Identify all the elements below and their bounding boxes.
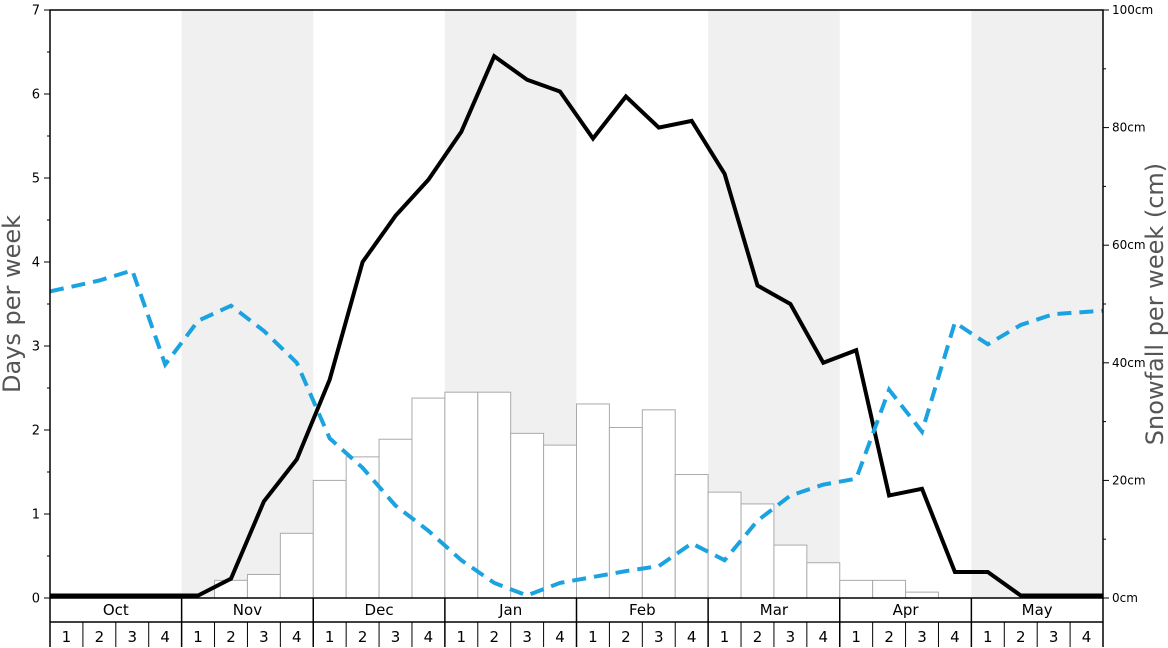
week-label: 4 xyxy=(424,628,434,646)
week-label: 3 xyxy=(259,628,269,646)
week-label: 2 xyxy=(753,628,763,646)
week-label: 4 xyxy=(555,628,565,646)
snowfall-bar xyxy=(576,403,610,599)
left-tick-label: 4 xyxy=(32,256,40,271)
solid-series-line xyxy=(50,53,1103,598)
right-tick-label: 20cm xyxy=(1112,473,1146,487)
week-label: 4 xyxy=(687,628,697,646)
left-tick-label: 2 xyxy=(32,424,40,439)
left-tick-label: 3 xyxy=(32,340,40,355)
left-tick-label: 7 xyxy=(32,4,40,19)
snowfall-bar xyxy=(872,579,907,599)
left-tick-label: 0 xyxy=(32,592,40,607)
right-tick-label: 40cm xyxy=(1112,356,1146,370)
week-label: 3 xyxy=(917,628,927,646)
snowfall-bar xyxy=(740,503,775,599)
month-label: Jan xyxy=(498,601,522,619)
week-label: 2 xyxy=(95,628,105,646)
left-axis: 0 1 2 3 4 5 6 7 xyxy=(32,4,50,607)
snowfall-bar xyxy=(543,444,577,599)
snowfall-bar xyxy=(477,391,512,599)
month-label: Oct xyxy=(103,601,129,619)
right-tick-label: 0cm xyxy=(1112,591,1138,605)
month-label: May xyxy=(1022,601,1053,619)
snowfall-bar xyxy=(345,456,380,599)
snowfall-bar xyxy=(246,573,281,599)
week-label: 3 xyxy=(1049,628,1059,646)
right-tick-label: 100cm xyxy=(1112,3,1153,17)
month-band-nov xyxy=(181,10,314,598)
week-label: 4 xyxy=(292,628,302,646)
week-label: 1 xyxy=(457,628,467,646)
dashed-series-line xyxy=(49,267,1104,598)
week-label: 1 xyxy=(588,628,598,646)
left-tick-label: 6 xyxy=(32,88,40,103)
month-label: Apr xyxy=(893,601,920,619)
right-axis-title: Snowfall per week (cm) xyxy=(1141,163,1168,445)
week-label: 4 xyxy=(160,628,170,646)
week-label: 2 xyxy=(884,628,894,646)
x-axis-table: Oct 1 2 3 4 Nov 1 2 3 4 Dec 1 2 3 4 Jan 1 2 3 4 Feb 1 2 3 4 Mar 1 2… xyxy=(49,598,1104,647)
week-label: 3 xyxy=(522,628,532,646)
week-label: 1 xyxy=(851,628,861,646)
left-tick-label: 5 xyxy=(32,172,40,187)
snowfall-bar xyxy=(905,591,939,599)
week-label: 3 xyxy=(127,628,137,646)
month-label: Dec xyxy=(365,601,394,619)
week-label: 2 xyxy=(226,628,236,646)
day-lines xyxy=(49,53,1104,598)
week-label: 3 xyxy=(786,628,796,646)
week-label: 1 xyxy=(193,628,203,646)
snowfall-bar xyxy=(444,391,479,599)
week-label: 1 xyxy=(325,628,335,646)
week-label: 4 xyxy=(1082,628,1092,646)
snowfall-bar xyxy=(279,532,314,599)
left-tick-label: 1 xyxy=(32,508,40,523)
week-label: 3 xyxy=(654,628,664,646)
week-label: 3 xyxy=(391,628,401,646)
month-label: Mar xyxy=(760,601,789,619)
right-axis: 0cm 20cm 40cm 60cm 80cm 100cm xyxy=(1103,3,1153,605)
snowfall-bar xyxy=(378,438,413,599)
left-axis-title: Days per week xyxy=(0,215,26,393)
right-tick-label: 80cm xyxy=(1112,121,1146,135)
week-label: 4 xyxy=(950,628,960,646)
week-label: 1 xyxy=(720,628,730,646)
snowfall-bar xyxy=(411,397,446,599)
week-label: 1 xyxy=(983,628,993,646)
week-label: 2 xyxy=(621,628,631,646)
month-bands xyxy=(181,10,1103,598)
snowfall-bar xyxy=(806,562,841,599)
week-label: 2 xyxy=(489,628,499,646)
week-label: 1 xyxy=(62,628,72,646)
snowfall-bar xyxy=(773,544,808,599)
week-label: 4 xyxy=(819,628,829,646)
snowfall-bar xyxy=(839,579,874,599)
week-label: 2 xyxy=(358,628,368,646)
right-tick-label: 60cm xyxy=(1112,238,1146,252)
month-label: Feb xyxy=(629,601,656,619)
snowfall-bar xyxy=(510,432,545,599)
snowfall-bar xyxy=(674,474,709,599)
snowfall-bar xyxy=(312,479,347,599)
week-label: 2 xyxy=(1016,628,1026,646)
month-band-may xyxy=(971,10,1103,598)
month-label: Nov xyxy=(233,601,262,619)
